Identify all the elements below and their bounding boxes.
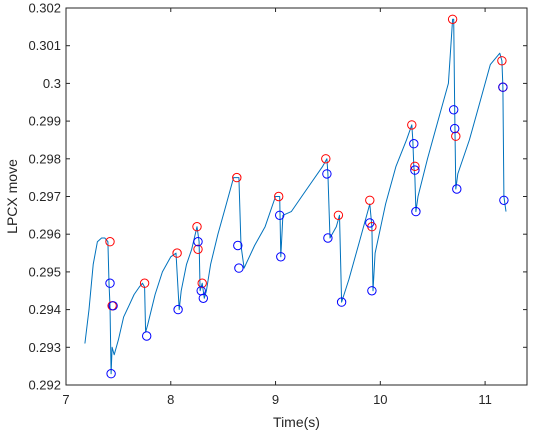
axes: 7 8 9 10 11 0.292 0.293 0.294 0.295 0.296 0.297 0.2…: [28, 1, 528, 407]
blue-circle-marker: [323, 233, 333, 243]
x-axis-label: Time(s): [273, 414, 320, 430]
red-circle-marker: [407, 120, 417, 130]
y-tick-label: 0.292: [28, 378, 61, 393]
blue-circle-marker: [234, 263, 244, 273]
y-tick-label: 0.293: [28, 340, 61, 355]
blue-circle-marker: [106, 369, 116, 379]
blue-circle-marker: [449, 105, 459, 115]
red-circle-marker: [447, 14, 458, 24]
y-tick-label: 0.299: [28, 114, 61, 129]
y-tick-label: 0.302: [28, 1, 61, 16]
blue-circle-marker: [365, 218, 375, 228]
blue-circle-marker: [276, 252, 286, 262]
red-circle-marker: [192, 222, 202, 232]
blue-circle-marker: [105, 278, 115, 288]
y-tick-label: 0.295: [28, 264, 61, 279]
blue-circle-marker: [498, 82, 508, 92]
y-tick-label: 0.301: [28, 38, 61, 53]
blue-circle-marker: [410, 165, 420, 175]
blue-circle-marker: [411, 206, 421, 217]
blue-circle-marker: [336, 297, 347, 307]
y-tick-label: 0.3: [43, 76, 61, 91]
red-circle-marker: [232, 172, 242, 183]
red-circle-marker: [497, 56, 507, 66]
y-axis-label: LPCX move: [4, 159, 20, 234]
y-tick-label: 0.296: [28, 227, 61, 242]
x-tick-label: 9: [272, 392, 279, 407]
red-circle-marker: [410, 161, 420, 172]
y-tick-label: 0.298: [28, 151, 61, 166]
plot-background: [66, 8, 527, 385]
x-tick-label: 7: [62, 392, 69, 407]
blue-circle-marker: [409, 139, 419, 149]
plot-area: [66, 8, 527, 385]
red-circle-marker: [139, 278, 150, 288]
red-circle-marker: [365, 195, 375, 206]
red-circle-marker: [197, 278, 207, 288]
x-tick-label: 10: [373, 392, 387, 407]
blue-circle-marker: [452, 184, 462, 194]
blue-circle-marker: [108, 301, 118, 311]
red-circle-marker: [105, 237, 115, 247]
red-circle-marker: [172, 248, 182, 258]
red-circle-marker: [321, 154, 331, 164]
series-line: [84, 18, 507, 375]
blue-circle-marker: [173, 304, 183, 315]
x-tick-label: 8: [167, 392, 174, 407]
red-circle-marker: [451, 131, 461, 141]
blue-circle-marker: [233, 240, 243, 251]
red-circle-marker: [333, 210, 344, 221]
blue-circle-marker: [193, 237, 203, 247]
red-circle-marker: [193, 244, 203, 255]
blue-circle-marker: [499, 195, 509, 206]
y-tick-label: 0.297: [28, 189, 61, 204]
red-circle-marker: [274, 191, 284, 202]
blue-circle-marker: [322, 169, 332, 179]
x-tick-label: 11: [478, 392, 492, 407]
y-tick-label: 0.294: [28, 302, 61, 317]
blue-circle-marker: [367, 286, 377, 296]
blue-circle-marker: [198, 293, 209, 303]
blue-circle-marker: [275, 210, 285, 221]
blue-circle-marker: [450, 123, 460, 134]
blue-circle-marker: [142, 331, 152, 341]
